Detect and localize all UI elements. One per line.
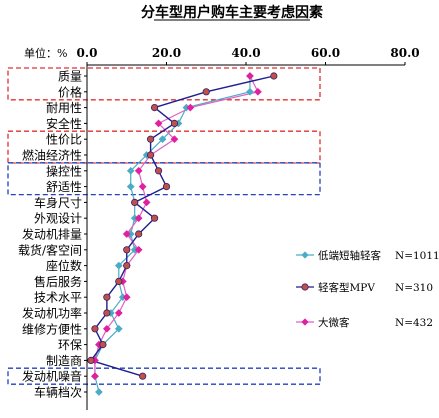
data-point [91, 325, 99, 333]
category-label: 环保 [58, 338, 82, 352]
legend-marker [301, 283, 309, 291]
highlight-box-2 [7, 162, 321, 196]
data-point [103, 309, 111, 317]
legend-marker [301, 318, 309, 326]
data-point [253, 87, 262, 96]
category-label: 发动机功率 [22, 306, 82, 321]
data-point [246, 72, 254, 80]
data-point [186, 103, 195, 112]
data-point [134, 166, 143, 175]
data-point [114, 324, 123, 333]
data-point [90, 372, 99, 381]
data-point [150, 104, 159, 112]
data-point [154, 119, 163, 128]
x-tick-label: 40.0 [231, 46, 260, 60]
data-point [147, 151, 155, 159]
data-point [122, 293, 131, 302]
data-point [270, 72, 278, 80]
data-point [134, 245, 143, 254]
data-point [170, 135, 179, 144]
legend-n-label: N=310 [395, 282, 433, 294]
data-point [131, 198, 139, 206]
legend-n-label: N=1011 [395, 250, 439, 262]
data-point [94, 388, 103, 396]
category-label: 舒适性 [46, 180, 82, 194]
category-label: 车身尺寸 [34, 195, 82, 210]
highlight-box-0 [7, 67, 321, 101]
legend-label: 低端短轴轻客 [318, 249, 381, 262]
data-point [103, 293, 111, 301]
legend-label: 轻客型MPV [318, 281, 375, 294]
data-point [135, 230, 143, 238]
data-point [139, 372, 147, 380]
data-point [147, 135, 155, 143]
category-label: 维修方便性 [22, 321, 82, 336]
data-point [246, 87, 254, 96]
unit-label: 单位：% [24, 46, 67, 60]
data-point [202, 88, 210, 96]
data-point [126, 166, 135, 175]
chart-title: 分车型用户购车主要考虑因素 [141, 4, 323, 21]
category-label: 耐用性 [46, 101, 82, 115]
data-point [102, 324, 111, 333]
data-point [115, 277, 123, 285]
series-line-2 [94, 75, 259, 377]
data-point [114, 261, 123, 270]
data-point [87, 356, 95, 364]
data-point [134, 214, 143, 223]
data-point [126, 182, 135, 191]
data-point [154, 167, 163, 175]
category-label: 车辆档次 [34, 385, 82, 400]
category-label: 制造商 [46, 353, 82, 368]
category-label: 技术水平 [34, 291, 82, 305]
category-label: 载货/客空间 [18, 242, 82, 257]
category-label: 质量 [58, 70, 82, 84]
category-label: 操控性 [46, 163, 82, 178]
x-tick-label: 80.0 [390, 46, 419, 60]
category-label: 燃油经济性 [22, 148, 82, 163]
category-label: 价格 [58, 84, 82, 99]
legend-marker [301, 251, 309, 259]
data-point [122, 230, 131, 238]
category-label: 性价比 [46, 133, 82, 147]
category-label: 发动机噪音 [22, 369, 82, 384]
data-point [114, 309, 123, 317]
category-label: 发动机排量 [22, 227, 82, 242]
x-tick-label: 60.0 [311, 46, 340, 60]
legend-label: 大微客 [318, 316, 350, 329]
data-point [142, 198, 151, 207]
data-point [150, 214, 159, 222]
data-point [138, 182, 147, 191]
category-label: 安全性 [46, 116, 82, 131]
data-point [170, 119, 179, 128]
x-tick-label: 20.0 [152, 46, 181, 60]
highlight-box-3 [7, 367, 321, 385]
data-point [158, 135, 167, 144]
category-label: 售后服务 [34, 274, 82, 289]
x-tick-label: 0.0 [77, 46, 98, 60]
data-point [123, 246, 131, 254]
data-point [99, 340, 107, 349]
legend-n-label: N=432 [395, 317, 433, 329]
data-point [123, 261, 131, 270]
data-point [162, 183, 171, 191]
category-label: 座位数 [46, 258, 82, 273]
category-label: 外观设计 [34, 212, 82, 226]
